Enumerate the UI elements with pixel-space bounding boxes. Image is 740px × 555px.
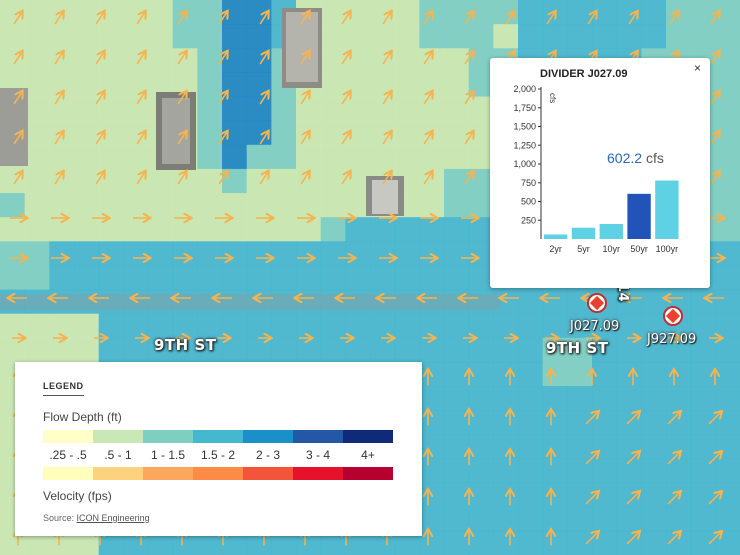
velocity-swatch (193, 467, 243, 480)
marker-label-j027: J027.09 (570, 319, 620, 334)
bar-100yr[interactable] (655, 180, 679, 240)
legend-panel: LEGEND Flow Depth (ft) .25 - .5 .5 - 1 1 -… (15, 362, 422, 536)
source-link[interactable]: ICON Engineering (76, 513, 150, 523)
velocity-swatch (293, 467, 343, 480)
flow-depth-label: Flow Depth (ft) (43, 410, 122, 424)
street-label-9th-st: 9TH ST (154, 336, 217, 354)
bar-5yr[interactable] (571, 227, 596, 239)
divider-popup: DIVIDER J027.09 × 250 500 750 1,000 1,250 1,5… (490, 58, 710, 288)
legend-bin-label: .25 - .5 (49, 448, 87, 462)
y-tick-label: 250 (521, 215, 536, 225)
divider-marker-icon-j927[interactable] (663, 306, 683, 326)
y-tick-label: 1,000 (513, 159, 536, 169)
x-tick-label: 50yr (630, 244, 648, 254)
velocity-swatch (93, 467, 143, 480)
velocity-swatch (243, 467, 293, 480)
depth-swatch (193, 430, 243, 443)
x-tick-label: 5yr (577, 244, 590, 254)
legend-bin-label: 4+ (361, 448, 375, 462)
peak-flow-bar-chart: 250 500 750 1,000 1,250 1,500 1,750 2,000 cfs 2yr… (513, 84, 679, 254)
x-tick-label: 10yr (603, 244, 621, 254)
velocity-color-scale (43, 467, 393, 480)
velocity-swatch (143, 467, 193, 480)
divider-marker-icon-j027[interactable] (587, 293, 607, 313)
depth-swatch (43, 430, 93, 443)
depth-swatch (293, 430, 343, 443)
bar-10yr[interactable] (599, 224, 623, 239)
depth-swatch (343, 430, 393, 443)
bar-2yr[interactable] (544, 234, 568, 240)
close-icon[interactable]: × (694, 61, 702, 75)
depth-swatch (243, 430, 293, 443)
y-tick-label: 1,250 (513, 140, 536, 150)
highlighted-value-number: 602.2 (607, 150, 643, 166)
velocity-swatch (43, 467, 93, 480)
bar-50yr[interactable] (627, 193, 651, 239)
legend-bin-label: 1.5 - 2 (200, 448, 236, 462)
legend-bin-label: .5 - 1 (104, 448, 132, 462)
x-tick-label: 100yr (656, 244, 679, 254)
legend-bin-labels: .25 - .5 .5 - 1 1 - 1.5 1.5 - 2 2 - 3 3 - 4 4+ (43, 443, 393, 467)
popup-title: DIVIDER J027.09 (540, 68, 628, 80)
flow-depth-color-scale (43, 430, 393, 443)
x-tick-label: 2yr (549, 244, 562, 254)
depth-swatch (93, 430, 143, 443)
y-tick-label: 750 (521, 178, 536, 188)
velocity-label: Velocity (fps) (43, 489, 112, 503)
street-label-9th-st-east: 9TH ST (546, 339, 609, 357)
legend-bin-label: 2 - 3 (255, 448, 280, 462)
y-tick-label: 1,500 (513, 122, 536, 132)
y-tick-label: 2,000 (513, 84, 536, 94)
y-tick-label: 500 (521, 197, 536, 207)
y-axis-label: cfs (548, 93, 557, 103)
highlighted-value: 602.2 cfs (607, 150, 664, 166)
legend-bin-label: 3 - 4 (305, 448, 330, 462)
depth-swatch (143, 430, 193, 443)
velocity-swatch (343, 467, 393, 480)
highlighted-value-unit: cfs (645, 150, 664, 166)
source-prefix: Source: (43, 513, 75, 523)
source-credit: Source: ICON Engineering (43, 513, 394, 523)
y-tick-label: 1,750 (513, 103, 536, 113)
legend-bin-label: 1 - 1.5 (150, 448, 186, 462)
marker-label-j927: J927.09 (647, 332, 697, 347)
legend-title: LEGEND (43, 381, 84, 396)
